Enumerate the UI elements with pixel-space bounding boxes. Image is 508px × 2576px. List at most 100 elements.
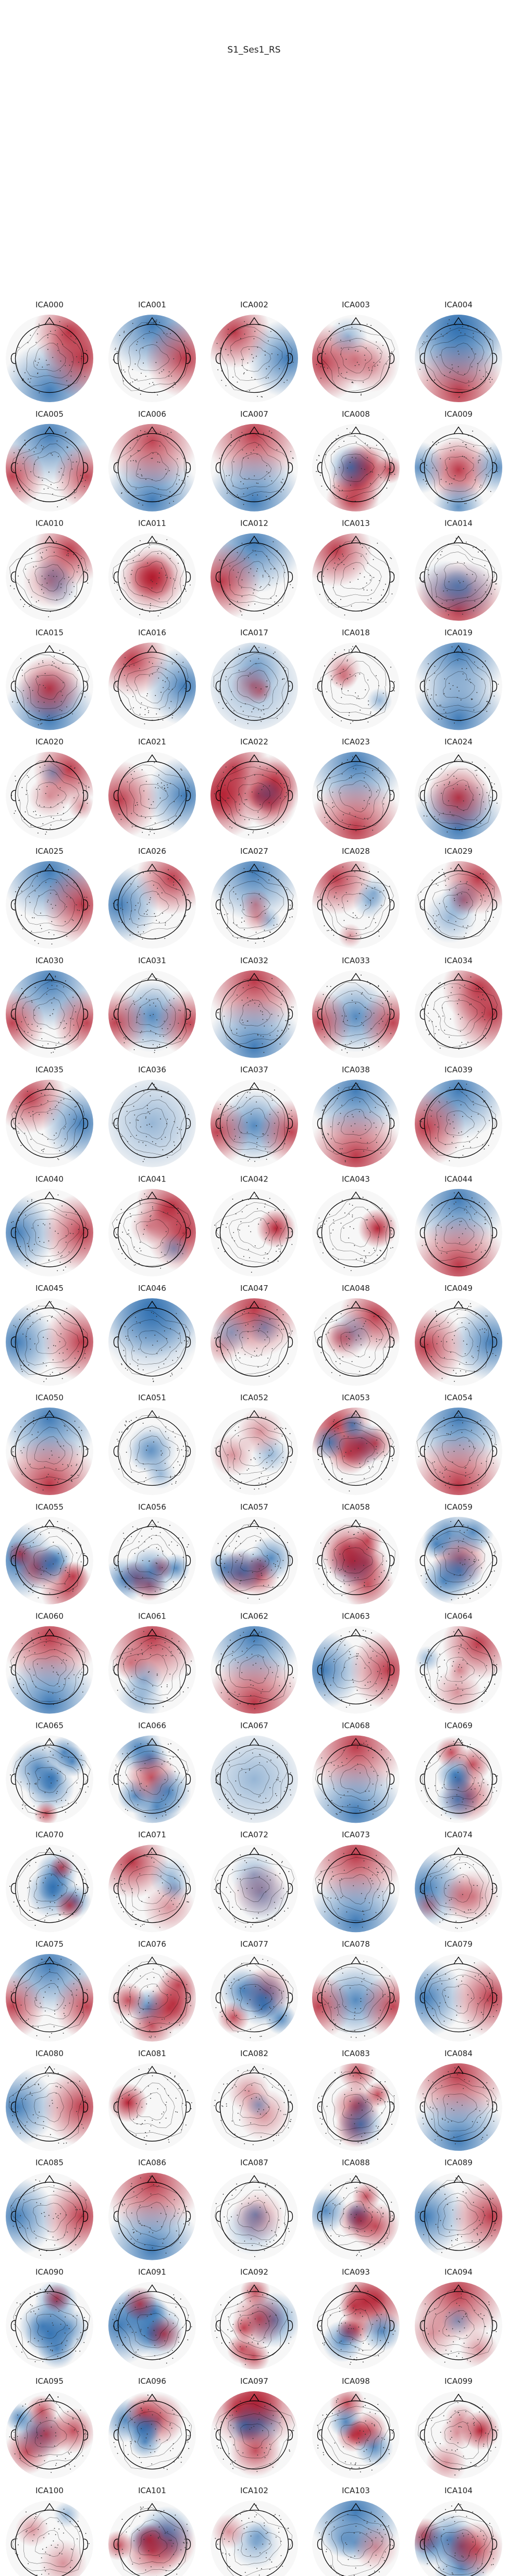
topomap-label: ICA026 <box>138 847 166 856</box>
topomap-label: ICA088 <box>342 2158 370 2168</box>
topomap-ica101: ICA101 <box>108 2486 196 2576</box>
topomap-ica059: ICA059 <box>415 1502 502 1604</box>
topomap-ica103: ICA103 <box>312 2486 400 2576</box>
topomap-label: ICA057 <box>240 1502 268 1512</box>
topomap-label: ICA084 <box>444 2049 473 2058</box>
topomap-label: ICA002 <box>240 300 268 309</box>
topomap-ica048: ICA048 <box>312 1284 400 1386</box>
topomap-ica041: ICA041 <box>108 1174 196 1277</box>
topomap-ica039: ICA039 <box>415 1065 502 1167</box>
topomap-label: ICA023 <box>342 737 370 746</box>
topomap-ica066: ICA066 <box>108 1721 196 1823</box>
topomap-ica006: ICA006 <box>108 409 196 512</box>
topomap-ica091: ICA091 <box>108 2267 196 2370</box>
topomap-label: ICA016 <box>138 628 166 637</box>
topomap-ica071: ICA071 <box>108 1830 196 1933</box>
topomap-ica102: ICA102 <box>210 2486 298 2576</box>
topomap-label: ICA022 <box>240 737 268 746</box>
topomap-ica028: ICA028 <box>312 847 400 949</box>
topomap-label: ICA040 <box>35 1174 64 1184</box>
topomap-ica037: ICA037 <box>210 1065 298 1167</box>
topomap-ica042: ICA042 <box>210 1174 298 1277</box>
topomap-label: ICA079 <box>444 1939 473 1949</box>
topomap-label: ICA044 <box>444 1174 473 1184</box>
topomap-ica058: ICA058 <box>312 1502 400 1604</box>
topomap-label: ICA038 <box>342 1065 370 1075</box>
topomap-ica018: ICA018 <box>312 628 400 730</box>
topomap-ica051: ICA051 <box>108 1393 196 1495</box>
topomap-label: ICA101 <box>138 2486 166 2495</box>
topomap-ica050: ICA050 <box>6 1393 93 1495</box>
topomap-ica053: ICA053 <box>312 1393 400 1495</box>
topomap-ica019: ICA019 <box>415 628 502 730</box>
topomap-ica079: ICA079 <box>415 1939 502 2042</box>
topomap-label: ICA063 <box>342 1612 370 1621</box>
topomap-ica076: ICA076 <box>108 1939 196 2042</box>
topomap-ica008: ICA008 <box>312 409 400 512</box>
topomap-label: ICA045 <box>35 1284 64 1293</box>
topomap-ica001: ICA001 <box>108 300 196 402</box>
topomap-label: ICA059 <box>444 1502 473 1512</box>
topomap-ica040: ICA040 <box>6 1174 93 1277</box>
topomap-ica069: ICA069 <box>415 1721 502 1823</box>
topomap-label: ICA015 <box>35 628 64 637</box>
topomap-ica083: ICA083 <box>312 2049 400 2151</box>
topomap-ica057: ICA057 <box>210 1502 298 1604</box>
topomap-label: ICA075 <box>35 1939 64 1949</box>
topomap-ica099: ICA099 <box>415 2376 502 2479</box>
topomap-ica046: ICA046 <box>108 1284 196 1386</box>
topomap-label: ICA064 <box>444 1612 473 1621</box>
topomap-ica077: ICA077 <box>210 1939 298 2042</box>
topomap-label: ICA058 <box>342 1502 370 1512</box>
topomap-ica009: ICA009 <box>415 409 502 512</box>
topomap-label: ICA006 <box>138 409 166 419</box>
topomap-ica029: ICA029 <box>415 847 502 949</box>
topomap-ica005: ICA005 <box>6 409 93 512</box>
topomap-label: ICA050 <box>35 1393 64 1402</box>
topomap-ica020: ICA020 <box>6 737 93 840</box>
topomap-ica093: ICA093 <box>312 2267 400 2370</box>
topomap-ica022: ICA022 <box>210 737 298 840</box>
topomap-ica023: ICA023 <box>312 737 400 840</box>
topomap-ica078: ICA078 <box>312 1939 400 2042</box>
topomap-ica032: ICA032 <box>210 956 298 1058</box>
topomap-ica095: ICA095 <box>6 2376 93 2479</box>
topomap-ica000: ICA000 <box>6 300 93 402</box>
topomap-label: ICA096 <box>138 2376 166 2386</box>
topomap-ica073: ICA073 <box>312 1830 400 1933</box>
topomap-label: ICA049 <box>444 1284 473 1293</box>
topomap-label: ICA082 <box>240 2049 268 2058</box>
topomap-label: ICA033 <box>342 956 370 965</box>
topomap-ica013: ICA013 <box>312 519 400 621</box>
topomap-ica024: ICA024 <box>415 737 502 840</box>
topomap-label: ICA037 <box>240 1065 268 1075</box>
topomap-label: ICA069 <box>444 1721 473 1730</box>
topomap-ica007: ICA007 <box>210 409 298 512</box>
topomap-label: ICA051 <box>138 1393 166 1402</box>
topomap-ica094: ICA094 <box>415 2267 502 2370</box>
topomap-ica074: ICA074 <box>415 1830 502 1933</box>
topomap-ica092: ICA092 <box>210 2267 298 2370</box>
topomap-label: ICA090 <box>35 2267 64 2276</box>
topomap-ica060: ICA060 <box>6 1612 93 1714</box>
topomap-label: ICA027 <box>240 847 268 856</box>
topomap-label: ICA081 <box>138 2049 166 2058</box>
topomap-label: ICA041 <box>138 1174 166 1184</box>
topomap-ica011: ICA011 <box>108 519 196 621</box>
topomap-label: ICA056 <box>138 1502 166 1512</box>
topomap-label: ICA003 <box>342 300 370 309</box>
topomap-label: ICA093 <box>342 2267 370 2276</box>
topomap-label: ICA052 <box>240 1393 268 1402</box>
topomap-label: ICA043 <box>342 1174 370 1184</box>
topomap-ica089: ICA089 <box>415 2158 502 2260</box>
topomap-ica100: ICA100 <box>6 2486 93 2576</box>
topomap-label: ICA089 <box>444 2158 473 2168</box>
topomap-label: ICA060 <box>35 1612 64 1621</box>
topomap-label: ICA019 <box>444 628 473 637</box>
topomap-ica072: ICA072 <box>210 1830 298 1933</box>
topomap-ica025: ICA025 <box>6 847 93 949</box>
topomap-label: ICA036 <box>138 1065 166 1075</box>
topomap-label: ICA077 <box>240 1939 268 1949</box>
